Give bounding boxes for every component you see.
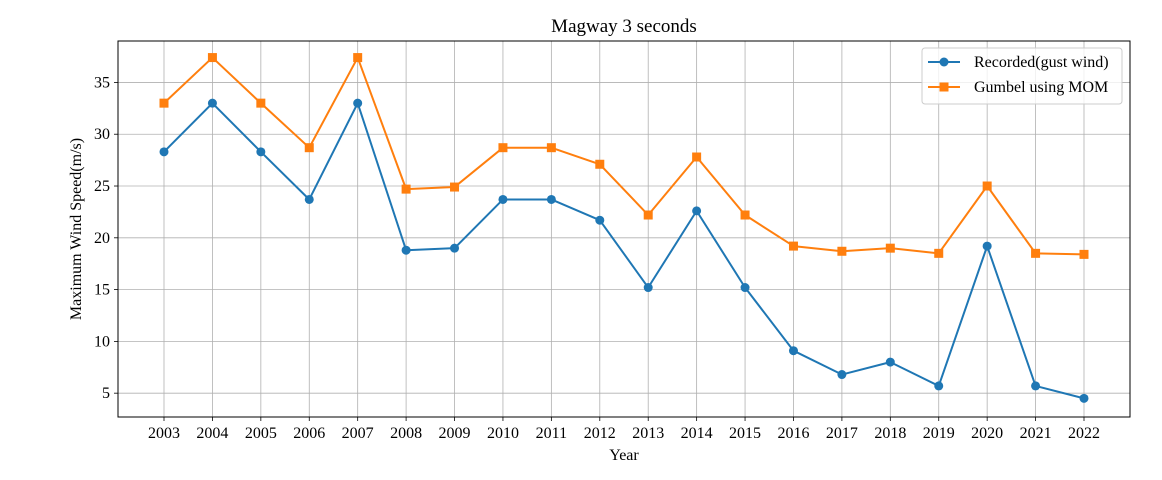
data-point-recorded bbox=[401, 245, 411, 255]
y-axis-label: Maximum Wind Speed(m/s) bbox=[68, 138, 85, 320]
data-point-recorded bbox=[595, 215, 605, 225]
x-tick-label: 2022 bbox=[1068, 425, 1100, 442]
legend: Recorded(gust wind) Gumbel using MOM bbox=[921, 47, 1123, 105]
chart-title: Magway 3 seconds bbox=[551, 16, 697, 37]
legend-label-recorded: Recorded(gust wind) bbox=[974, 54, 1109, 71]
x-tick-label: 2017 bbox=[826, 425, 858, 442]
x-tick-label: 2016 bbox=[777, 425, 809, 442]
x-tick-label: 2020 bbox=[971, 425, 1003, 442]
data-point-recorded bbox=[498, 194, 508, 204]
data-point-gumbel bbox=[885, 243, 895, 253]
data-point-gumbel bbox=[595, 159, 605, 169]
x-tick-label: 2021 bbox=[1020, 425, 1052, 442]
data-point-gumbel bbox=[1031, 248, 1041, 258]
x-tick-label: 2012 bbox=[584, 425, 616, 442]
data-point-gumbel bbox=[740, 210, 750, 220]
legend-marker-gumbel bbox=[939, 82, 949, 92]
x-tick-label: 2007 bbox=[342, 425, 374, 442]
x-tick-label: 2005 bbox=[245, 425, 277, 442]
series-group bbox=[159, 53, 1089, 403]
x-tick-label: 2006 bbox=[293, 425, 325, 442]
data-point-gumbel bbox=[353, 53, 363, 63]
data-point-gumbel bbox=[788, 241, 798, 251]
data-point-recorded bbox=[450, 243, 460, 253]
data-point-recorded bbox=[1079, 393, 1089, 403]
y-tick-label: 5 bbox=[102, 385, 110, 402]
y-tick-label: 30 bbox=[94, 126, 110, 143]
data-point-gumbel bbox=[159, 98, 169, 108]
x-tick-label: 2019 bbox=[923, 425, 955, 442]
data-point-gumbel bbox=[256, 98, 266, 108]
data-point-recorded bbox=[1031, 381, 1041, 391]
y-tick-label: 25 bbox=[94, 178, 110, 195]
x-tick-label: 2013 bbox=[632, 425, 664, 442]
data-point-gumbel bbox=[304, 143, 314, 153]
y-tick-label: 15 bbox=[94, 282, 110, 299]
data-point-recorded bbox=[353, 98, 363, 108]
plot-area-frame bbox=[117, 40, 1131, 418]
legend-marker-recorded bbox=[939, 57, 949, 67]
series-line-gumbel bbox=[163, 56, 1085, 256]
x-tick-label: 2009 bbox=[439, 425, 471, 442]
data-point-gumbel bbox=[401, 184, 411, 194]
data-point-recorded bbox=[256, 147, 266, 157]
data-point-recorded bbox=[740, 283, 750, 293]
y-tick-label: 10 bbox=[94, 333, 110, 350]
data-point-gumbel bbox=[546, 143, 556, 153]
data-point-gumbel bbox=[450, 182, 460, 192]
x-tick-label: 2008 bbox=[390, 425, 422, 442]
x-axis-ticks: 2003 2004 2005 2006 2007 2008 2009 2010 2011 2012… bbox=[148, 417, 1100, 442]
data-point-gumbel bbox=[207, 53, 217, 63]
x-tick-label: 2018 bbox=[874, 425, 906, 442]
data-point-gumbel bbox=[692, 152, 702, 162]
x-tick-label: 2004 bbox=[196, 425, 228, 442]
y-axis-ticks: 5 10 15 20 25 30 35 bbox=[94, 74, 118, 402]
data-point-gumbel bbox=[643, 210, 653, 220]
data-point-recorded bbox=[159, 147, 169, 157]
data-point-recorded bbox=[982, 241, 992, 251]
data-point-recorded bbox=[885, 357, 895, 367]
data-point-recorded bbox=[692, 206, 702, 216]
series-line-recorded bbox=[163, 102, 1085, 400]
data-point-recorded bbox=[788, 346, 798, 356]
data-point-recorded bbox=[207, 98, 217, 108]
x-tick-label: 2014 bbox=[681, 425, 713, 442]
data-point-recorded bbox=[304, 194, 314, 204]
y-tick-label: 35 bbox=[94, 74, 110, 91]
x-tick-label: 2003 bbox=[148, 425, 180, 442]
data-point-recorded bbox=[837, 370, 847, 380]
x-axis-label: Year bbox=[609, 447, 639, 464]
data-point-gumbel bbox=[837, 246, 847, 256]
legend-box bbox=[921, 47, 1123, 105]
data-point-recorded bbox=[934, 381, 944, 391]
data-point-gumbel bbox=[934, 248, 944, 258]
data-point-gumbel bbox=[498, 143, 508, 153]
legend-label-gumbel: Gumbel using MOM bbox=[974, 79, 1108, 96]
y-tick-label: 20 bbox=[94, 230, 110, 247]
x-tick-label: 2010 bbox=[487, 425, 519, 442]
data-point-gumbel bbox=[982, 181, 992, 191]
x-tick-label: 2011 bbox=[536, 425, 567, 442]
data-point-recorded bbox=[546, 194, 556, 204]
x-tick-label: 2015 bbox=[729, 425, 761, 442]
data-point-recorded bbox=[643, 283, 653, 293]
data-point-gumbel bbox=[1079, 249, 1089, 259]
